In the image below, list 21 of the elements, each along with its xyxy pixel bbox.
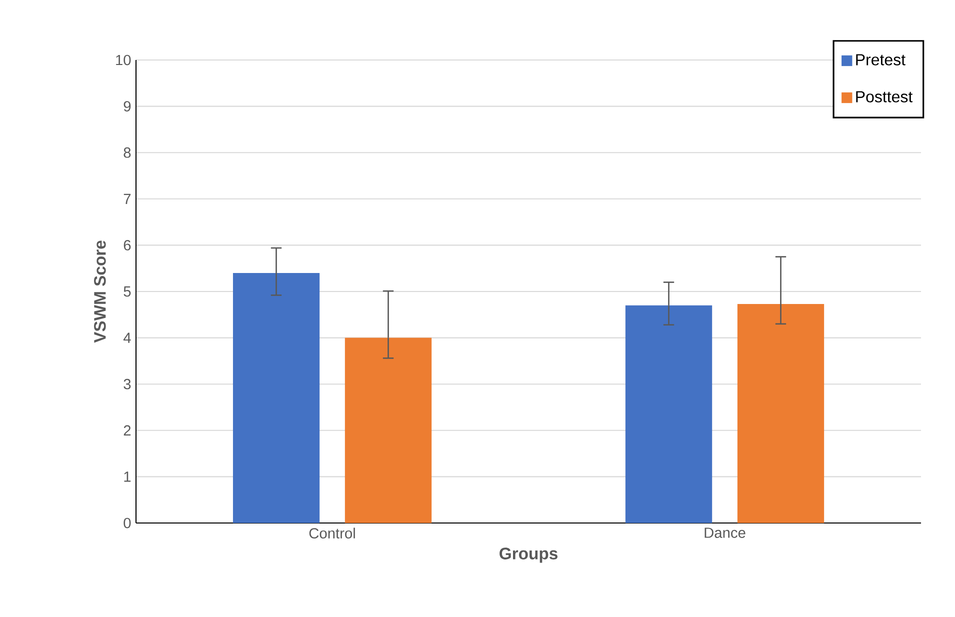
x-tick-label: Control [309, 528, 355, 538]
y-tick-label: 7 [124, 194, 131, 204]
y-tick-label: 3 [124, 378, 131, 390]
x-tick-label: Dance [704, 528, 746, 538]
bar [344, 338, 432, 523]
bar [737, 304, 824, 523]
y-tick-label: 10 [116, 54, 131, 66]
y-tick-label: 9 [124, 101, 131, 112]
x-axis-title: Groups [500, 548, 558, 563]
y-tick-label: 2 [124, 425, 131, 436]
y-tick-label: 4 [123, 332, 131, 343]
y-tick-label: 6 [124, 240, 131, 250]
y-tick-label: 1 [124, 472, 131, 482]
legend-label: Pretest [856, 54, 906, 66]
y-tick-label: 8 [124, 147, 131, 158]
y-axis-title: VSWM Score [94, 240, 106, 343]
y-tick-label: 0 [124, 518, 131, 528]
bar [232, 272, 320, 523]
legend-label: Posttest [856, 91, 913, 102]
y-tick-label: 5 [124, 286, 131, 297]
bar [625, 305, 712, 523]
